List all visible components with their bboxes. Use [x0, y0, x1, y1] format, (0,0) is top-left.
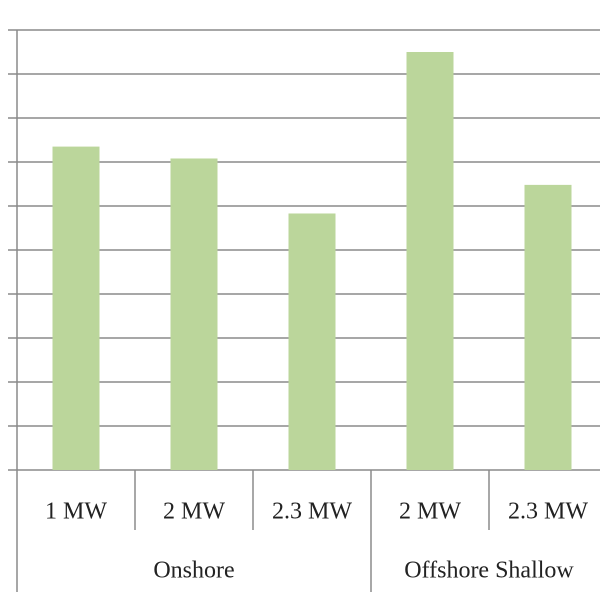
group-label: Onshore [153, 558, 234, 584]
bar [170, 158, 218, 471]
bar [288, 213, 336, 471]
x-tick-label: 2.3 MW [508, 499, 588, 525]
bar [52, 146, 100, 470]
group-label: Offshore Shallow [404, 558, 574, 584]
bar [406, 52, 454, 470]
x-tick-label: 1 MW [45, 499, 107, 525]
bar [524, 184, 572, 470]
x-tick-label: 2.3 MW [272, 499, 352, 525]
x-tick-label: 2 MW [399, 499, 461, 525]
x-tick-label: 2 MW [163, 499, 225, 525]
